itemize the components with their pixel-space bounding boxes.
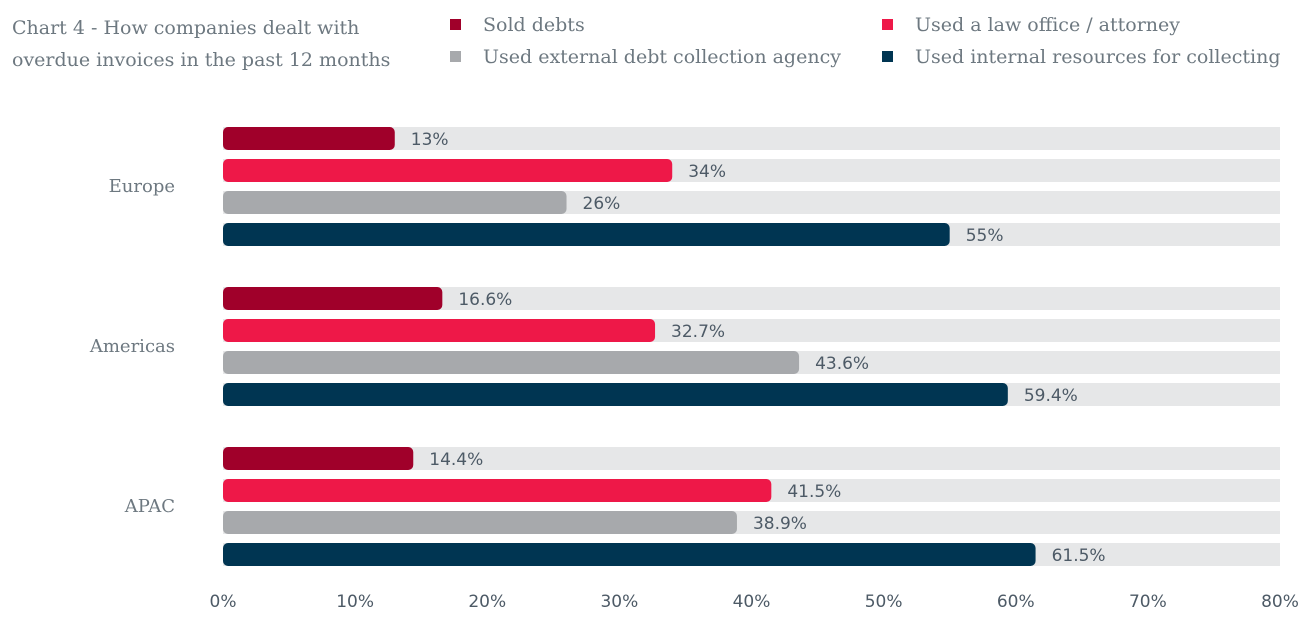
legend-swatch bbox=[450, 51, 461, 62]
data-label: 16.6% bbox=[458, 290, 512, 310]
data-label: 55% bbox=[966, 226, 1004, 246]
legend-swatch bbox=[882, 51, 893, 62]
bar bbox=[223, 191, 567, 214]
bar bbox=[223, 287, 443, 310]
data-label: 59.4% bbox=[1024, 386, 1078, 406]
x-tick-label: 0% bbox=[210, 592, 237, 612]
bar bbox=[223, 511, 737, 534]
bar bbox=[223, 319, 656, 342]
bar bbox=[223, 543, 1036, 566]
data-label: 32.7% bbox=[671, 322, 725, 342]
bar bbox=[223, 127, 395, 150]
legend-item-internal-resources: Used internal resources for collecting bbox=[882, 46, 1281, 68]
legend-item-external-agency: Used external debt collection agency bbox=[450, 46, 841, 68]
bar-track bbox=[223, 447, 1280, 470]
x-tick-label: 60% bbox=[997, 592, 1035, 612]
bar bbox=[223, 447, 414, 470]
data-label: 43.6% bbox=[815, 354, 869, 374]
x-tick-label: 40% bbox=[733, 592, 771, 612]
data-label: 34% bbox=[688, 162, 726, 182]
chart-title: Chart 4 - How companies dealt with overd… bbox=[12, 17, 391, 71]
bar-track bbox=[223, 127, 1280, 150]
data-label: 38.9% bbox=[753, 514, 807, 534]
data-label: 61.5% bbox=[1052, 546, 1106, 566]
bar bbox=[223, 383, 1008, 406]
data-label: 14.4% bbox=[429, 450, 483, 470]
x-tick-label: 30% bbox=[600, 592, 638, 612]
x-tick-label: 70% bbox=[1129, 592, 1167, 612]
bar bbox=[223, 159, 673, 182]
data-label: 13% bbox=[411, 130, 449, 150]
legend-item-law-office: Used a law office / attorney bbox=[882, 14, 1180, 36]
data-label: 41.5% bbox=[787, 482, 841, 502]
legend-swatch bbox=[450, 19, 461, 30]
bar-track bbox=[223, 287, 1280, 310]
category-label: Europe bbox=[109, 176, 175, 197]
x-tick-label: 80% bbox=[1261, 592, 1299, 612]
bar bbox=[223, 351, 800, 374]
legend-label: Sold debts bbox=[483, 14, 585, 36]
category-label: APAC bbox=[124, 496, 175, 517]
x-tick-label: 10% bbox=[336, 592, 374, 612]
data-label: 26% bbox=[583, 194, 621, 214]
legend-item-sold-debts: Sold debts bbox=[450, 14, 585, 36]
x-tick-label: 20% bbox=[468, 592, 506, 612]
legend-label: Used external debt collection agency bbox=[483, 46, 841, 68]
bar bbox=[223, 223, 950, 246]
bar bbox=[223, 479, 772, 502]
x-tick-label: 50% bbox=[865, 592, 903, 612]
legend-swatch bbox=[882, 19, 893, 30]
legend-label: Used a law office / attorney bbox=[915, 14, 1180, 36]
category-label: Americas bbox=[89, 336, 175, 357]
legend-label: Used internal resources for collecting bbox=[915, 46, 1281, 68]
